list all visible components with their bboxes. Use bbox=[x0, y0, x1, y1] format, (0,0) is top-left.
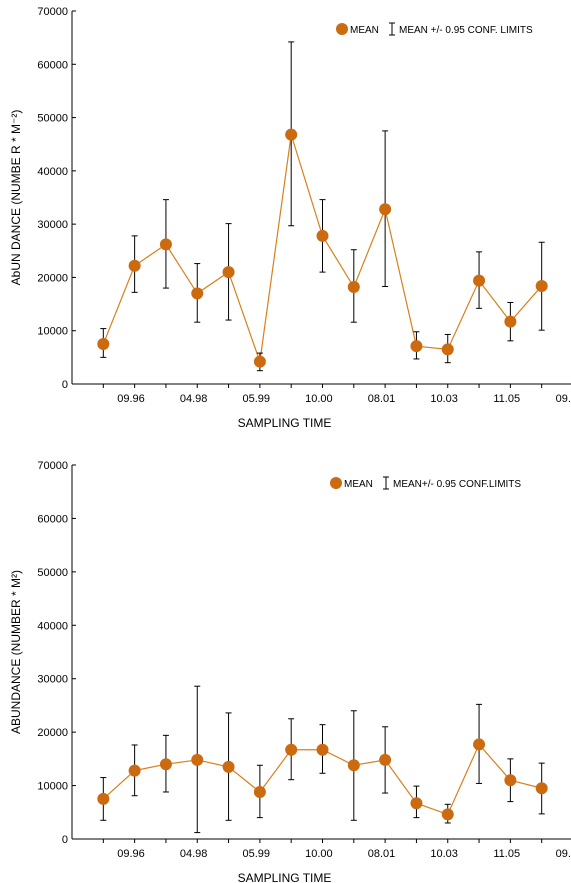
mean-point bbox=[97, 792, 110, 805]
legend: MEAN MEAN +/- 0.95 CONF. LIMITS bbox=[336, 22, 533, 36]
x-tick-label: 05.99 bbox=[242, 848, 270, 860]
y-tick-label: 0 bbox=[62, 834, 68, 846]
mean-point bbox=[316, 743, 329, 756]
y-axis-label: AbUN DANCE (NUMBE R * M⁻²) bbox=[9, 110, 23, 286]
y-tick-label: 0 bbox=[62, 379, 68, 391]
mean-point bbox=[316, 229, 329, 242]
legend-mean-label: MEAN bbox=[350, 25, 379, 36]
legend: MEAN MEAN+/- 0.95 CONF.LIMITS bbox=[330, 476, 521, 490]
chart-panel-bottom: 0 10000 20000 30000 40000 50000 60000 70000 09.9… bbox=[9, 460, 571, 883]
x-axis-label: SAMPLING TIME bbox=[238, 871, 332, 883]
x-tick-label: 10.00 bbox=[305, 393, 333, 405]
mean-point bbox=[379, 753, 392, 766]
x-tick-label: 09.06 bbox=[556, 393, 571, 405]
mean-point bbox=[473, 274, 486, 287]
mean-point bbox=[159, 238, 172, 251]
y-tick-label: 50000 bbox=[37, 113, 68, 125]
mean-point bbox=[504, 315, 517, 328]
mean-point bbox=[410, 797, 423, 810]
legend-error-bar-icon bbox=[383, 476, 389, 490]
y-tick-label: 60000 bbox=[37, 59, 68, 71]
y-tick-label: 40000 bbox=[37, 166, 68, 178]
x-tick-label: 11.05 bbox=[493, 393, 520, 405]
legend-error-bar-icon bbox=[389, 22, 395, 36]
mean-point bbox=[191, 287, 204, 300]
y-tick-label: 10000 bbox=[37, 326, 68, 338]
legend-marker bbox=[336, 23, 348, 35]
chart-panel-top: 0 10000 20000 30000 40000 50000 60000 70000 09.9… bbox=[9, 6, 571, 430]
y-tick-label: 70000 bbox=[37, 6, 68, 18]
legend-mean-label: MEAN bbox=[344, 479, 373, 490]
legend-marker bbox=[330, 477, 342, 489]
y-tick-label: 60000 bbox=[37, 513, 68, 525]
mean-point bbox=[535, 782, 548, 795]
y-tick-label: 40000 bbox=[37, 620, 68, 632]
x-tick-label: 11.05 bbox=[493, 848, 520, 860]
x-tick-label: 10.00 bbox=[305, 848, 333, 860]
x-tick-label: 04.98 bbox=[180, 393, 208, 405]
mean-point bbox=[128, 259, 141, 272]
x-tick-label: 04.98 bbox=[180, 848, 208, 860]
y-tick-label: 20000 bbox=[37, 272, 68, 284]
mean-point bbox=[97, 338, 110, 351]
x-tick-label: 09.06 bbox=[556, 848, 571, 860]
mean-point bbox=[535, 279, 548, 292]
mean-point bbox=[253, 355, 266, 368]
legend-ci-label: MEAN +/- 0.95 CONF. LIMITS bbox=[399, 25, 533, 36]
x-tick-label: 08.01 bbox=[368, 848, 396, 860]
mean-point bbox=[159, 758, 172, 771]
legend-ci-label: MEAN+/- 0.95 CONF.LIMITS bbox=[393, 479, 521, 490]
x-axis-label: SAMPLING TIME bbox=[238, 416, 332, 430]
x-tick-label: 09.96 bbox=[117, 848, 145, 860]
x-tick-label: 10.03 bbox=[430, 848, 458, 860]
x-tick-label: 09.96 bbox=[117, 393, 145, 405]
mean-point bbox=[441, 343, 454, 356]
mean-point bbox=[222, 760, 235, 773]
mean-point bbox=[347, 281, 360, 294]
x-tick-label: 05.99 bbox=[242, 393, 270, 405]
mean-point bbox=[473, 738, 486, 751]
mean-point bbox=[128, 764, 141, 777]
x-tick-label: 08.01 bbox=[368, 393, 396, 405]
mean-point bbox=[191, 753, 204, 766]
x-tick-label: 10.03 bbox=[430, 393, 458, 405]
y-tick-label: 30000 bbox=[37, 219, 68, 231]
mean-point bbox=[253, 785, 266, 798]
mean-point bbox=[347, 759, 360, 772]
mean-point bbox=[504, 774, 517, 787]
mean-point bbox=[441, 808, 454, 821]
y-tick-label: 50000 bbox=[37, 567, 68, 579]
y-tick-label: 70000 bbox=[37, 460, 68, 472]
mean-point bbox=[410, 340, 423, 353]
y-tick-label: 30000 bbox=[37, 674, 68, 686]
mean-point bbox=[285, 128, 298, 141]
mean-point bbox=[285, 743, 298, 756]
mean-point bbox=[222, 266, 235, 279]
y-axis-label: ABUNDANCE (NUMBER * M²) bbox=[9, 570, 23, 734]
y-tick-label: 10000 bbox=[37, 781, 68, 793]
y-tick-label: 20000 bbox=[37, 727, 68, 739]
mean-point bbox=[379, 203, 392, 216]
